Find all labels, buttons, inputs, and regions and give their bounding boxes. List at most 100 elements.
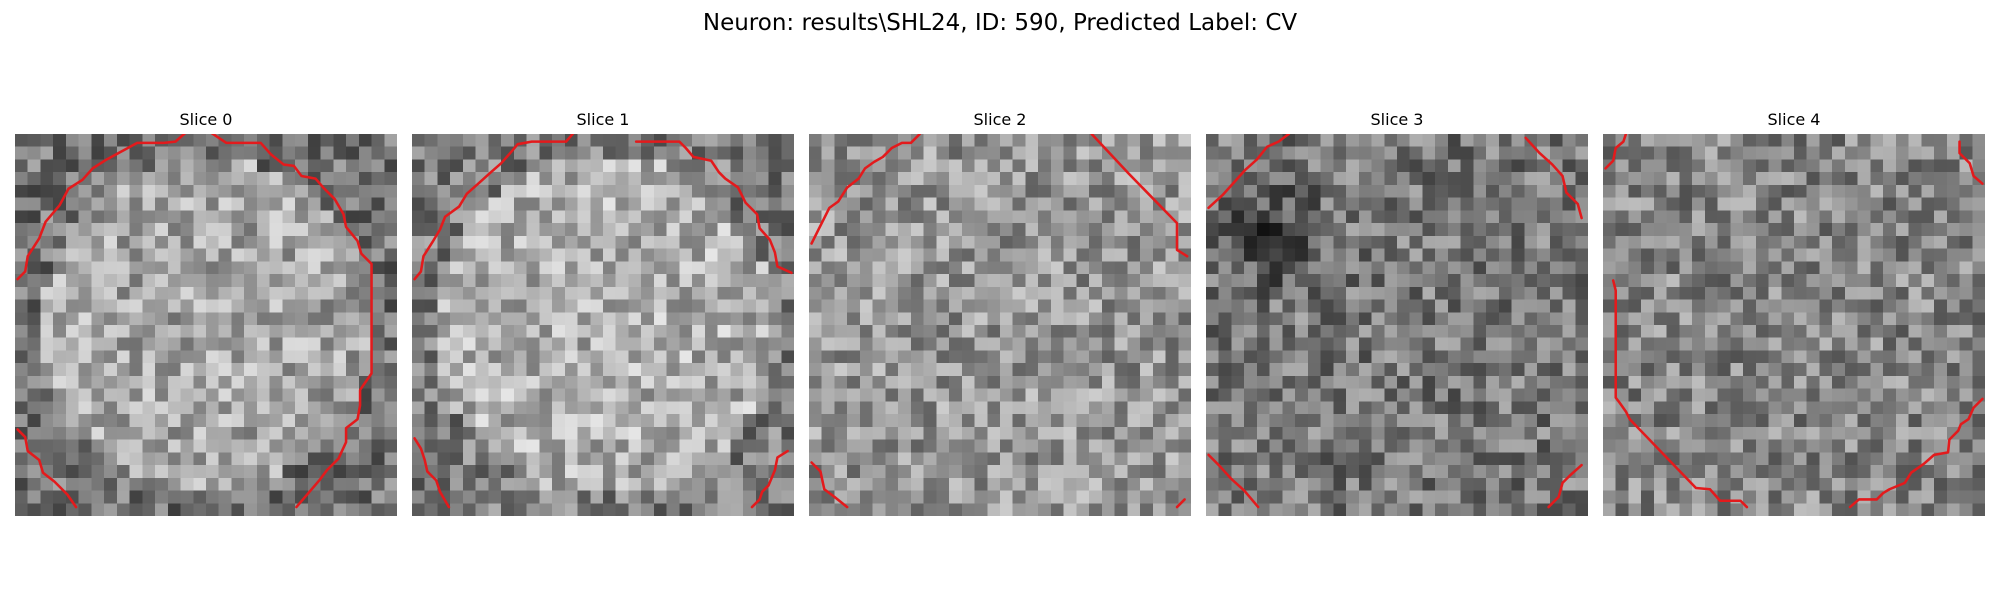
pixel (1806, 146, 1820, 160)
pixel (1397, 426, 1410, 440)
pixel (1704, 363, 1718, 377)
pixel (1511, 286, 1525, 300)
pixel (692, 223, 706, 237)
pixel (1857, 248, 1871, 262)
pixel (1562, 235, 1576, 249)
pixel (590, 274, 604, 288)
pixel (1282, 248, 1296, 262)
pixel (129, 312, 143, 326)
slice-3-contours (1207, 134, 1583, 509)
pixel (15, 184, 28, 198)
pixel (1256, 465, 1270, 479)
pixel (872, 375, 886, 389)
pixel (437, 134, 451, 147)
pixel (1972, 325, 1985, 338)
pixel (641, 146, 655, 160)
pixel (755, 350, 769, 364)
pixel (603, 146, 616, 160)
pixel (320, 223, 334, 237)
pixel (1012, 477, 1026, 491)
pixel (1575, 248, 1588, 262)
pixel (244, 350, 258, 364)
pixel (1000, 274, 1013, 288)
pixel (1473, 375, 1487, 389)
pixel (1333, 261, 1347, 275)
pixel (53, 452, 67, 466)
pixel (129, 375, 143, 389)
pixel (333, 350, 347, 364)
pixel (590, 286, 604, 300)
pixel (1641, 146, 1655, 160)
pixel (282, 490, 296, 504)
pixel (1972, 210, 1985, 224)
pixel (1152, 312, 1166, 326)
pixel (552, 388, 566, 402)
pixel (1562, 388, 1576, 402)
pixel (1653, 146, 1667, 160)
pixel (1666, 159, 1680, 173)
pixel (462, 401, 476, 415)
pixel (1768, 325, 1782, 338)
pixel (1089, 414, 1103, 428)
pixel (1460, 210, 1474, 224)
pixel (269, 375, 283, 389)
pixel (949, 159, 963, 173)
pixel (320, 299, 334, 313)
pixel (1946, 490, 1960, 504)
pixel (1152, 299, 1166, 313)
pixel (628, 312, 642, 326)
pixel (1101, 172, 1115, 186)
pixel (1000, 286, 1013, 300)
pixel (949, 325, 963, 338)
pixel (475, 503, 489, 516)
pixel (1883, 465, 1897, 479)
pixel (1358, 172, 1372, 186)
pixel (371, 210, 385, 224)
pixel (1025, 248, 1039, 262)
pixel (1743, 159, 1757, 173)
pixel (450, 286, 464, 300)
pixel (488, 452, 502, 466)
pixel (539, 375, 553, 389)
pixel (1050, 197, 1064, 211)
pixel (1870, 210, 1884, 224)
pixel (1333, 172, 1347, 186)
pixel (949, 375, 963, 389)
pixel (1959, 299, 1973, 313)
pixel (923, 312, 937, 326)
pixel (704, 426, 718, 440)
pixel (666, 426, 680, 440)
pixel (358, 363, 372, 377)
pixel (1231, 312, 1245, 326)
pixel (320, 159, 334, 173)
pixel (1320, 197, 1334, 211)
pixel (1473, 363, 1487, 377)
pixel (1549, 312, 1563, 326)
pixel (1295, 426, 1309, 440)
pixel (1498, 375, 1512, 389)
pixel (1050, 325, 1064, 338)
pixel (615, 299, 629, 313)
pixel (1730, 350, 1744, 364)
pixel (641, 299, 655, 313)
pixel (987, 197, 1001, 211)
pixel (717, 465, 731, 479)
pixel (1165, 426, 1179, 440)
pixel (1063, 235, 1077, 249)
pixel (615, 146, 629, 160)
pixel (371, 337, 385, 351)
pixel (1511, 414, 1525, 428)
pixel (371, 235, 385, 249)
pixel (1679, 210, 1693, 224)
pixel (91, 197, 105, 211)
pixel (91, 452, 105, 466)
pixel (1934, 490, 1948, 504)
pixel (412, 184, 425, 198)
pixel (206, 146, 219, 160)
pixel (437, 401, 451, 415)
pixel (1435, 414, 1449, 428)
pixel (412, 223, 425, 237)
pixel (320, 134, 334, 147)
pixel (923, 439, 937, 453)
pixel (1178, 465, 1191, 479)
